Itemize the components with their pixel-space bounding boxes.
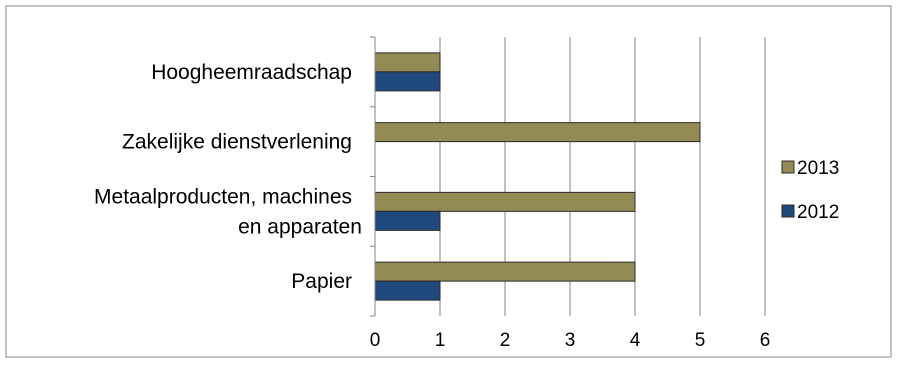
category-label-2: Metaalproducten, machines bbox=[94, 185, 352, 208]
category-label-3: Papier bbox=[291, 270, 352, 293]
x-tick-label-5: 5 bbox=[695, 330, 706, 351]
x-tick-label-2: 2 bbox=[500, 330, 511, 351]
x-tick-label-1: 1 bbox=[435, 330, 446, 351]
x-tick-label-3: 3 bbox=[565, 330, 576, 351]
bar-2013-1 bbox=[374, 122, 701, 143]
legend: 2013 2012 bbox=[781, 158, 839, 223]
bar-2012-0 bbox=[374, 71, 441, 92]
bar-2013-0 bbox=[374, 52, 441, 73]
x-tick-label-0: 0 bbox=[370, 330, 381, 351]
chart-border bbox=[5, 5, 892, 358]
category-label-2: en apparaten bbox=[238, 215, 362, 238]
bar-2013-3 bbox=[374, 261, 636, 282]
x-tick-label-6: 6 bbox=[760, 330, 771, 351]
legend-swatch-2012 bbox=[781, 204, 795, 218]
bar-2012-3 bbox=[374, 280, 441, 301]
category-label-1: Zakelijke dienstverlening bbox=[122, 131, 352, 154]
bar-2012-2 bbox=[374, 210, 441, 231]
axes bbox=[370, 36, 376, 317]
legend-label-2012: 2012 bbox=[797, 202, 839, 223]
category-labels: Hoogheemraadschap Zakelijke dienstverleni… bbox=[94, 61, 362, 293]
x-tick-labels: 0 1 2 3 4 5 6 bbox=[370, 330, 771, 351]
legend-swatch-2013 bbox=[781, 160, 795, 174]
category-label-0: Hoogheemraadschap bbox=[151, 61, 352, 84]
legend-label-2013: 2013 bbox=[797, 158, 839, 179]
bar-2013-2 bbox=[374, 191, 636, 212]
x-tick-label-4: 4 bbox=[630, 330, 641, 351]
